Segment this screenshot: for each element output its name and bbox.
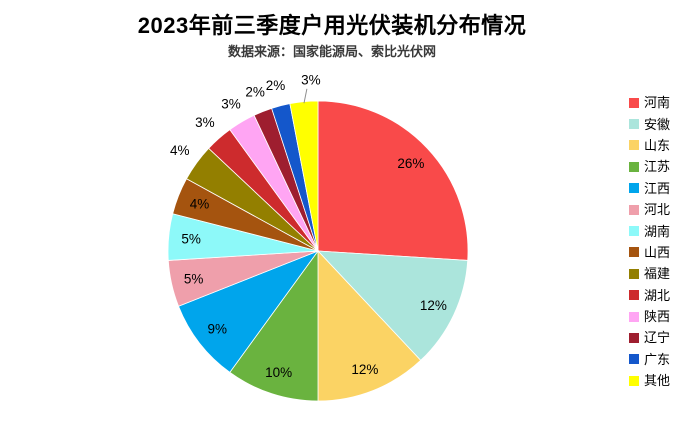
legend-item-10: 湖北 bbox=[629, 285, 670, 306]
legend-swatch-icon bbox=[629, 161, 639, 172]
legend-swatch-icon bbox=[629, 290, 639, 301]
legend: 河南安徽山东江苏江西河北湖南山西福建湖北陕西辽宁广东其他 bbox=[629, 92, 670, 391]
legend-item-14: 其他 bbox=[629, 370, 670, 391]
pie-slice-5 bbox=[178, 250, 320, 373]
legend-swatch-icon bbox=[629, 332, 639, 343]
slice-label-12: 2% bbox=[245, 85, 265, 100]
slice-label-14: 3% bbox=[301, 72, 321, 87]
legend-label: 河南 bbox=[644, 95, 671, 111]
slice-label-7: 5% bbox=[181, 232, 201, 247]
legend-item-13: 广东 bbox=[629, 349, 670, 370]
legend-item-6: 河北 bbox=[629, 199, 670, 220]
legend-label: 福建 bbox=[644, 266, 671, 282]
slice-label-6: 5% bbox=[184, 271, 204, 286]
legend-label: 山西 bbox=[644, 244, 671, 260]
legend-swatch-icon bbox=[629, 375, 639, 386]
slice-label-8: 4% bbox=[190, 197, 210, 212]
legend-label: 山东 bbox=[644, 137, 671, 153]
legend-swatch-icon bbox=[629, 226, 639, 237]
legend-label: 安徽 bbox=[644, 116, 671, 132]
pie-slice-1 bbox=[317, 100, 469, 261]
legend-item-11: 陕西 bbox=[629, 306, 670, 327]
legend-swatch-icon bbox=[629, 97, 639, 108]
legend-swatch-icon bbox=[629, 119, 639, 130]
legend-swatch-icon bbox=[629, 354, 639, 365]
pie-slice-2 bbox=[317, 250, 469, 361]
legend-swatch-icon bbox=[629, 183, 639, 194]
slice-label-4: 10% bbox=[265, 365, 292, 380]
legend-item-3: 山东 bbox=[629, 135, 670, 156]
slice-label-1: 26% bbox=[397, 156, 424, 171]
legend-item-12: 辽宁 bbox=[629, 327, 670, 348]
slice-label-10: 3% bbox=[195, 115, 215, 130]
legend-label: 河北 bbox=[644, 202, 671, 218]
legend-item-5: 江西 bbox=[629, 178, 670, 199]
slice-label-2: 12% bbox=[420, 298, 447, 313]
label-leader-line bbox=[303, 88, 308, 104]
legend-swatch-icon bbox=[629, 140, 639, 151]
legend-swatch-icon bbox=[629, 247, 639, 258]
legend-label: 湖北 bbox=[644, 287, 671, 303]
legend-item-7: 湖南 bbox=[629, 220, 670, 241]
legend-label: 江西 bbox=[644, 180, 671, 196]
legend-label: 广东 bbox=[644, 351, 671, 367]
legend-swatch-icon bbox=[629, 311, 639, 322]
legend-item-9: 福建 bbox=[629, 263, 670, 284]
slice-label-13: 2% bbox=[266, 78, 286, 93]
legend-label: 辽宁 bbox=[644, 330, 671, 346]
legend-label: 陕西 bbox=[644, 309, 671, 325]
pie-slice-4 bbox=[229, 249, 319, 402]
slice-label-11: 3% bbox=[221, 96, 241, 111]
slice-label-3: 12% bbox=[351, 362, 378, 377]
slice-label-5: 9% bbox=[208, 322, 228, 337]
legend-item-2: 安徽 bbox=[629, 113, 670, 134]
legend-item-4: 江苏 bbox=[629, 156, 670, 177]
legend-swatch-icon bbox=[629, 204, 639, 215]
legend-label: 湖南 bbox=[644, 223, 671, 239]
slice-label-9: 4% bbox=[170, 143, 190, 158]
legend-item-8: 山西 bbox=[629, 242, 670, 263]
pie-slice-3 bbox=[317, 249, 422, 402]
legend-item-1: 河南 bbox=[629, 92, 670, 113]
legend-swatch-icon bbox=[629, 268, 639, 279]
legend-label: 其他 bbox=[644, 373, 671, 389]
legend-label: 江苏 bbox=[644, 159, 671, 175]
